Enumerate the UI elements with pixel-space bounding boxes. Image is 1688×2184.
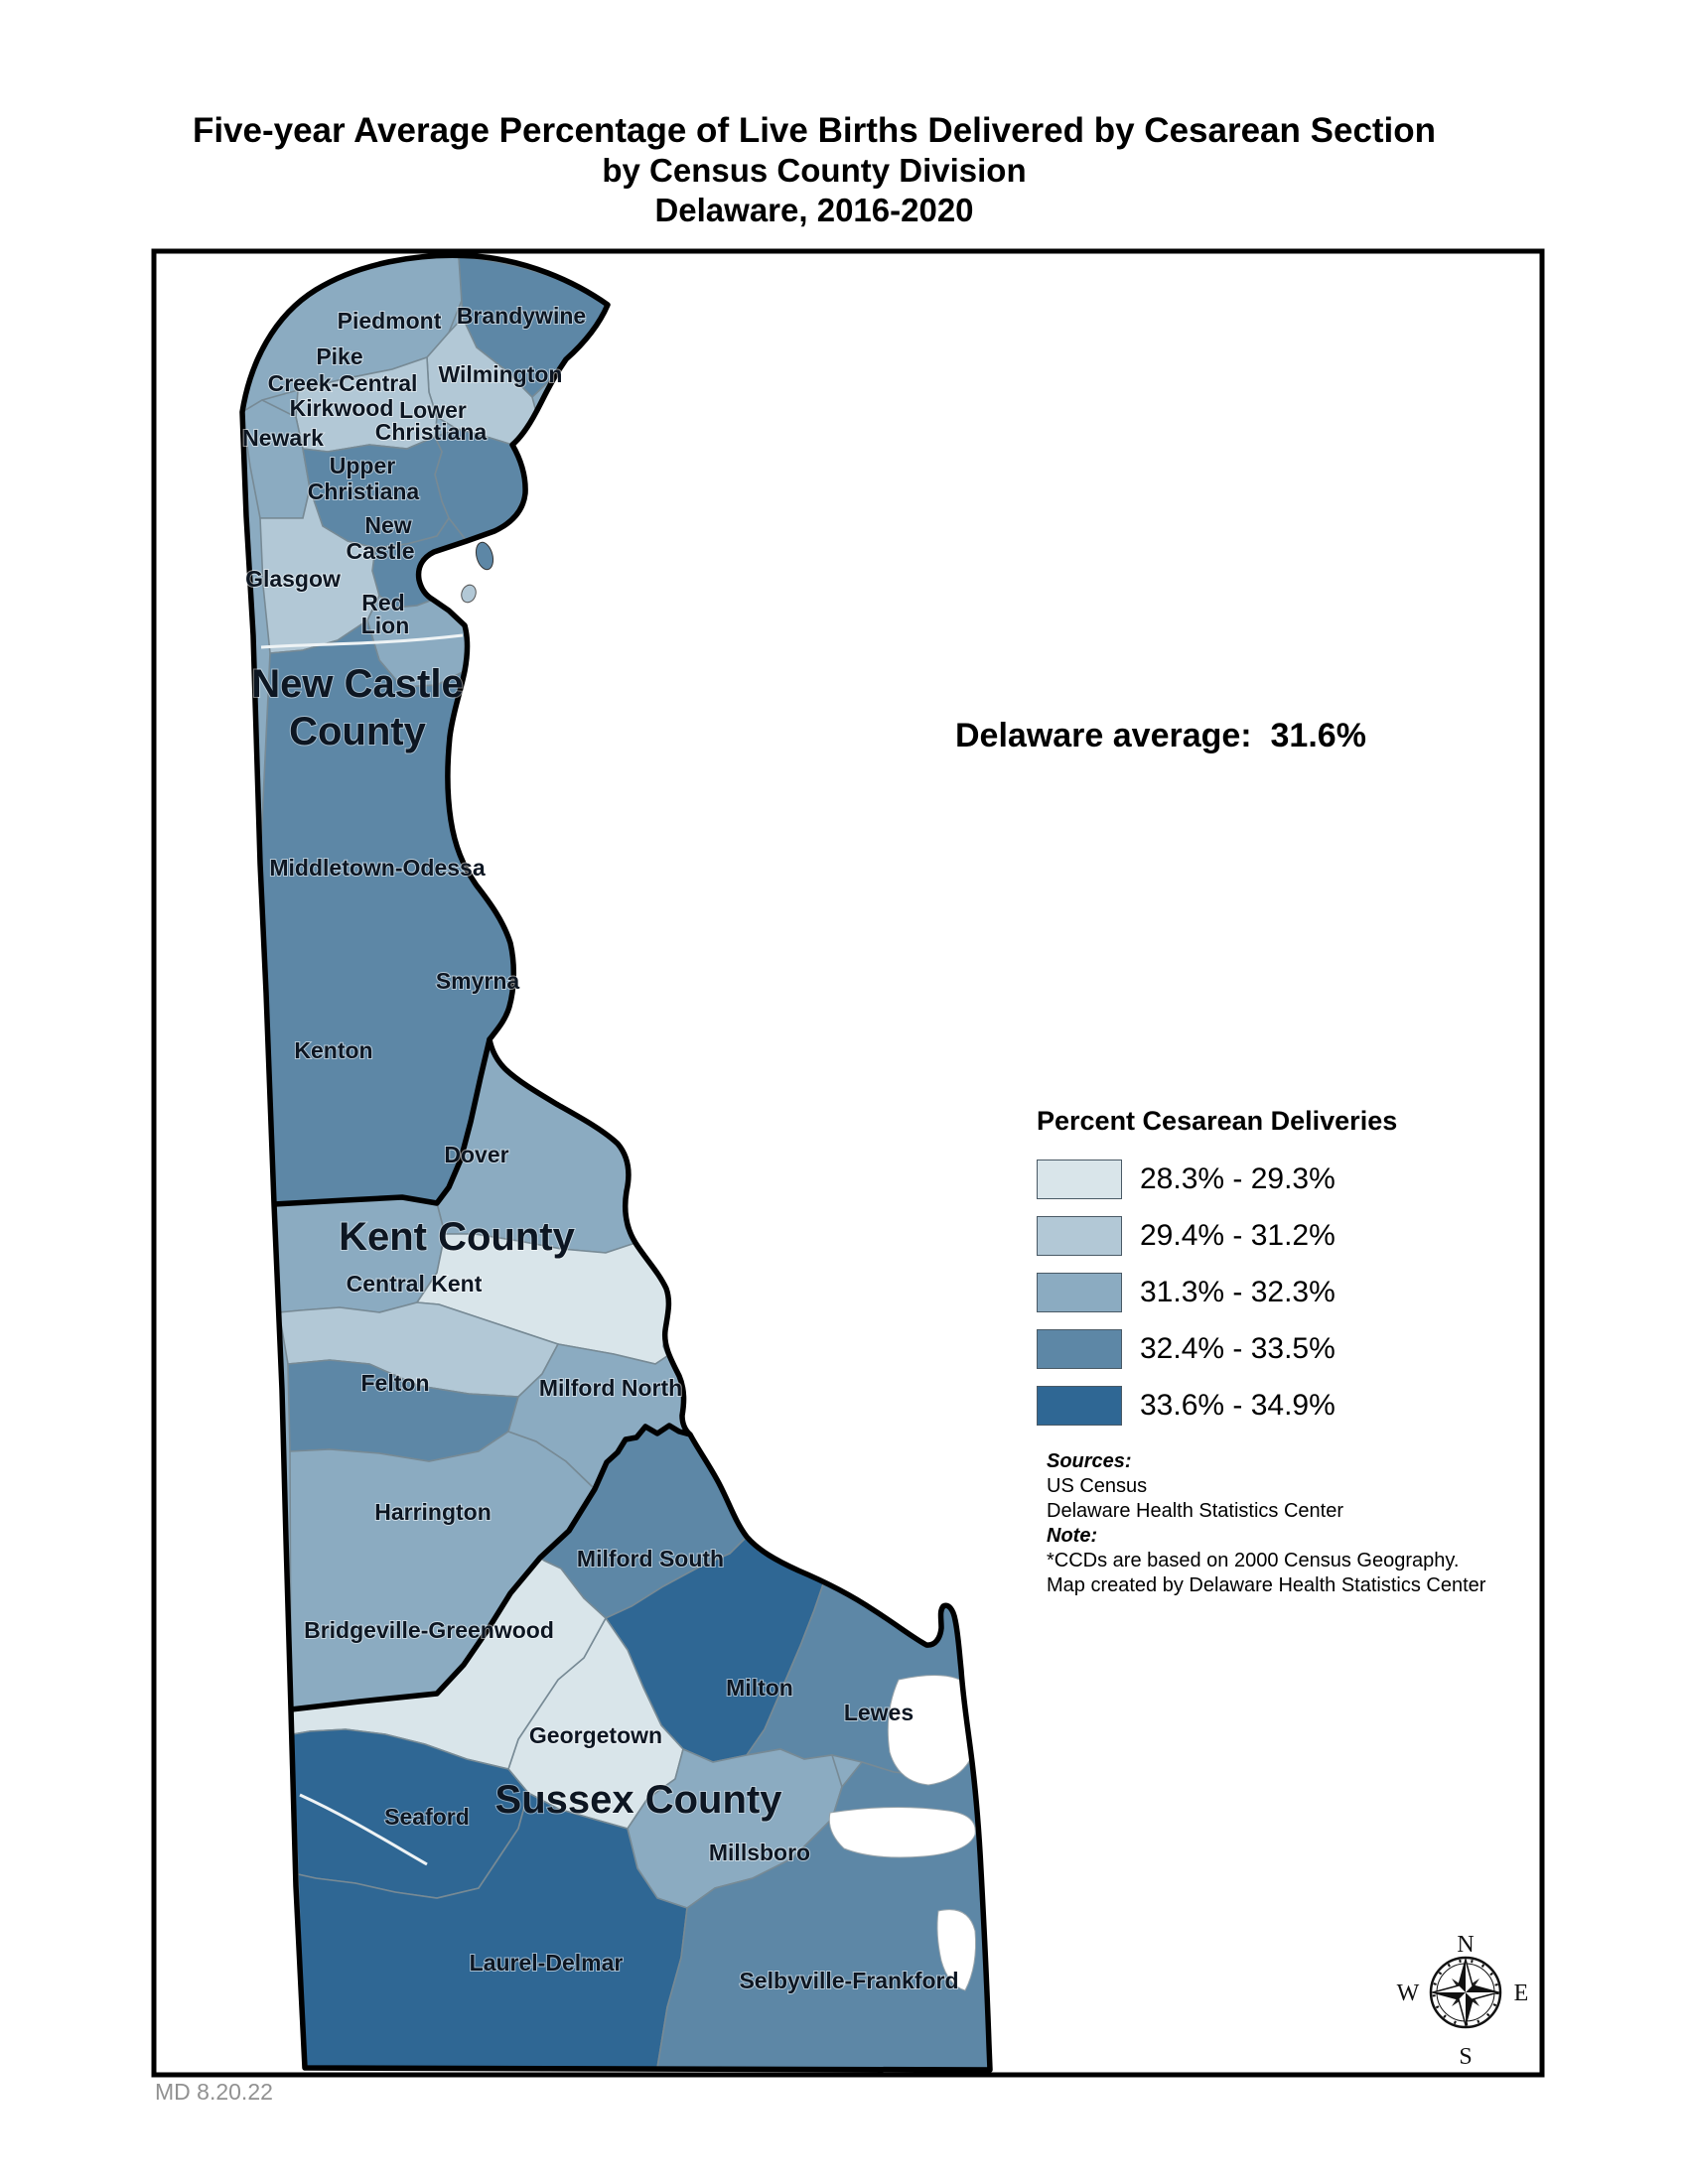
label-milford-north: Milford North	[539, 1375, 682, 1401]
note-line-2: Map created by Delaware Health Statistic…	[1047, 1574, 1486, 1596]
label-harrington: Harrington	[374, 1499, 492, 1525]
label-brandywine: Brandywine	[457, 303, 586, 329]
cd-canal-river	[260, 633, 464, 649]
compass-east-label: E	[1514, 1980, 1529, 2006]
legend-row-5: 33.6% - 34.9%	[1037, 1386, 1336, 1426]
river-island-dark	[475, 541, 494, 571]
legend-range-1: 28.3% - 29.3%	[1140, 1162, 1336, 1195]
label-piedmont: Piedmont	[338, 308, 442, 334]
title-line-1: Five-year Average Percentage of Live Bir…	[192, 111, 1437, 150]
source-line-1: US Census	[1047, 1475, 1148, 1497]
label-newark: Newark	[242, 425, 324, 451]
label-red-lion-line2: Lion	[361, 613, 410, 638]
legend-swatch-1	[1037, 1160, 1122, 1199]
label-pike-creek-line3: Kirkwood	[290, 395, 394, 421]
label-sussex-county: Sussex County	[495, 1778, 783, 1822]
note-line-1: *CCDs are based on 2000 Census Geography…	[1047, 1550, 1460, 1571]
label-selbyville-frankford: Selbyville-Frankford	[739, 1968, 958, 1993]
map-title: Five-year Average Percentage of Live Bir…	[30, 111, 1599, 230]
label-pike-creek-line1: Pike	[316, 343, 362, 369]
river-island-light	[461, 584, 477, 604]
label-new-castle-county-line2: County	[289, 710, 427, 753]
label-lewes: Lewes	[844, 1700, 914, 1725]
label-millsboro: Millsboro	[709, 1840, 810, 1865]
label-laurel-delmar: Laurel-Delmar	[470, 1950, 624, 1976]
label-middletown-odessa: Middletown-Odessa	[269, 855, 485, 881]
source-line-2: Delaware Health Statistics Center	[1047, 1500, 1344, 1522]
legend-swatch-5	[1037, 1386, 1122, 1426]
compass-west-label: W	[1397, 1980, 1420, 2006]
legend-swatch-2	[1037, 1216, 1122, 1256]
title-line-3: Delaware, 2016-2020	[654, 192, 974, 228]
label-upper-christiana-line2: Christiana	[308, 478, 420, 504]
legend-range-5: 33.6% - 34.9%	[1140, 1389, 1336, 1422]
compass-rose: N E S W	[1397, 1932, 1529, 2070]
note-heading: Note:	[1047, 1525, 1098, 1547]
label-central-kent: Central Kent	[347, 1271, 483, 1297]
indian-river-bay	[828, 1806, 976, 1858]
label-smyrna: Smyrna	[436, 968, 520, 994]
legend-row-3: 31.3% - 32.3%	[1037, 1273, 1336, 1312]
title-line-2: by Census County Division	[602, 152, 1027, 189]
label-new-castle-county-line1: New Castle	[251, 662, 463, 706]
legend-range-3: 31.3% - 32.3%	[1140, 1276, 1336, 1308]
label-dover: Dover	[444, 1142, 508, 1167]
nanticoke-river	[299, 1793, 428, 1866]
delaware-state-outline	[239, 252, 993, 2073]
legend-range-4: 32.4% - 33.5%	[1140, 1332, 1336, 1365]
label-pike-creek-line2: Creek-Central	[268, 370, 418, 396]
label-felton: Felton	[361, 1370, 430, 1396]
county-labels: New Castle County Kent County Sussex Cou…	[250, 661, 783, 1823]
date-stamp: MD 8.20.22	[155, 2079, 273, 2105]
label-lower-christiana-line1: Lower	[399, 397, 467, 423]
label-lower-christiana-line2: Christiana	[375, 419, 488, 445]
label-glasgow: Glasgow	[245, 566, 341, 592]
label-milford-south: Milford South	[577, 1546, 724, 1571]
legend: 28.3% - 29.3% 29.4% - 31.2% 31.3% - 32.3…	[1037, 1160, 1336, 1442]
legend-range-2: 29.4% - 31.2%	[1140, 1219, 1336, 1252]
label-red-lion-line1: Red	[361, 590, 404, 615]
kent-sussex-boundary	[288, 1423, 693, 1712]
label-kenton: Kenton	[294, 1037, 372, 1063]
sources-heading: Sources:	[1047, 1450, 1132, 1472]
label-georgetown: Georgetown	[529, 1722, 662, 1748]
new-castle-kent-boundary	[271, 1036, 492, 1207]
compass-star-shading	[1433, 1960, 1498, 2025]
legend-title: Percent Cesarean Deliveries	[1037, 1106, 1398, 1136]
sources-and-notes: Sources: US Census Delaware Health Stati…	[1047, 1449, 1485, 1598]
legend-row-4: 32.4% - 33.5%	[1037, 1329, 1336, 1369]
ccd-labels: Piedmont Brandywine Pike Creek-Central K…	[241, 302, 959, 1994]
legend-row-2: 29.4% - 31.2%	[1037, 1216, 1336, 1256]
compass-south-label: S	[1459, 2044, 1472, 2070]
label-new-castle-line1: New	[364, 512, 411, 538]
label-wilmington: Wilmington	[439, 361, 563, 387]
label-seaford: Seaford	[384, 1804, 470, 1830]
delaware-average-note: Delaware average: 31.6%	[955, 717, 1366, 754]
compass-north-label: N	[1457, 1932, 1474, 1958]
label-new-castle-line2: Castle	[346, 538, 414, 564]
legend-swatch-3	[1037, 1273, 1122, 1312]
legend-row-1: 28.3% - 29.3%	[1037, 1160, 1336, 1199]
label-kent-county: Kent County	[339, 1215, 576, 1259]
label-bridgeville-greenwood: Bridgeville-Greenwood	[304, 1617, 554, 1643]
label-upper-christiana-line1: Upper	[330, 453, 396, 478]
legend-swatch-4	[1037, 1329, 1122, 1369]
label-milton: Milton	[726, 1675, 793, 1701]
assawoman-bay	[936, 1909, 976, 1991]
